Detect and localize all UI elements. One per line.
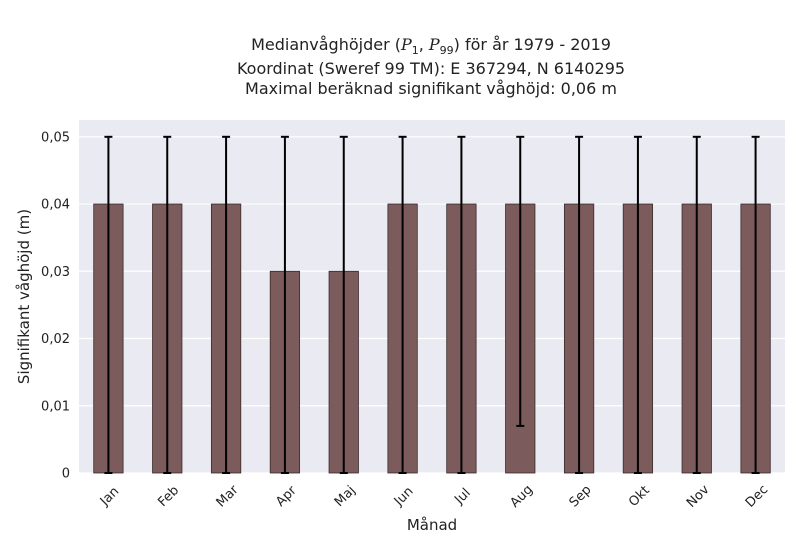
y-axis-label: Signifikant våghöjd (m) [15, 209, 33, 384]
chart-title: Medianvåghöjder (P1, P99) för år 1979 - … [251, 35, 611, 58]
grid [79, 136, 785, 474]
x-tick-label: Jan [97, 484, 122, 509]
p-low-subscript: 1 [411, 44, 419, 58]
x-tick-label: Mar [214, 482, 242, 510]
p-low-symbol: P [400, 35, 412, 54]
x-tick-label: Sep [567, 483, 595, 511]
y-tick-label: 0,01 [41, 399, 70, 414]
x-axis-ticks: Jan Feb Mar Apr Maj Jun Jul Aug Sep Okt Nov Dec [97, 482, 771, 511]
x-axis-label: Månad [407, 516, 457, 534]
p-high-subscript: 99 [439, 44, 454, 58]
x-tick-label: Aug [507, 482, 536, 511]
y-tick-label: 0,04 [41, 198, 70, 213]
y-axis-ticks: 0 0,01 0,02 0,03 0,04 0,05 [41, 130, 70, 481]
error-bars [104, 135, 760, 474]
x-tick-label: Jun [391, 484, 417, 510]
x-tick-label: Dec [743, 482, 771, 510]
x-tick-label: Jul [451, 486, 473, 508]
y-tick-label: 0,02 [41, 332, 70, 347]
x-tick-label: Okt [626, 483, 653, 510]
p-high-symbol: P [428, 35, 440, 54]
x-tick-label: Nov [684, 482, 713, 511]
chart-subtitle-max-height: Maximal beräknad signifikant våghöjd: 0,… [245, 79, 617, 98]
y-tick-label: 0 [62, 467, 70, 482]
chart-subtitle-coordinates: Koordinat (Sweref 99 TM): E 367294, N 61… [236, 59, 626, 78]
x-tick-label: Apr [273, 483, 300, 510]
y-tick-label: 0,03 [41, 265, 70, 280]
x-tick-label: Maj [332, 483, 359, 510]
x-tick-label: Feb [155, 483, 182, 510]
plot-background [79, 120, 785, 473]
y-tick-label: 0,05 [41, 130, 70, 145]
